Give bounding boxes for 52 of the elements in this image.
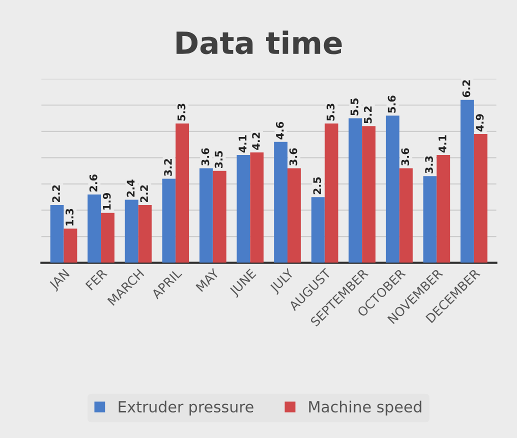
data-label: 4.6 <box>276 122 284 140</box>
bar <box>138 204 152 263</box>
data-label: 1.3 <box>66 208 74 226</box>
data-label: 4.2 <box>252 132 260 150</box>
bar <box>474 134 488 263</box>
bar <box>311 197 325 263</box>
legend-label: Machine speed <box>309 400 422 416</box>
bar <box>362 126 376 263</box>
bar <box>176 124 190 263</box>
data-label: 4.1 <box>238 135 246 152</box>
bar <box>64 228 78 263</box>
bar <box>423 176 437 263</box>
bar <box>50 204 64 263</box>
data-label: 3.6 <box>289 148 298 166</box>
data-label: 2.6 <box>89 174 98 192</box>
legend-label: Extruder pressure <box>118 400 254 416</box>
data-label: 3.5 <box>214 150 223 168</box>
chart-title: Data time <box>176 30 342 54</box>
bar <box>386 116 400 263</box>
bar <box>460 100 474 263</box>
bar <box>162 178 176 263</box>
bar <box>348 118 362 263</box>
data-label: 2.4 <box>126 180 134 197</box>
bar <box>399 168 413 263</box>
bar <box>199 168 213 263</box>
data-label: 4.1 <box>438 135 446 152</box>
data-label: 5.2 <box>364 106 372 124</box>
bar <box>236 155 250 263</box>
bar <box>274 142 288 263</box>
data-label: 6.2 <box>462 80 470 98</box>
data-label: 5.3 <box>326 104 335 121</box>
data-label: 3.3 <box>425 156 433 174</box>
bar <box>212 170 226 263</box>
data-label: 4.9 <box>476 114 484 132</box>
bar <box>124 200 138 263</box>
data-label: 5.5 <box>350 98 358 116</box>
bar <box>324 124 338 263</box>
data-label: 5.3 <box>177 104 186 121</box>
data-label: 5.6 <box>388 96 396 113</box>
bar <box>436 155 450 263</box>
data-label: 2.2 <box>140 185 148 202</box>
bar <box>250 152 264 263</box>
x-tick-label: FER <box>85 268 108 290</box>
data-label: 3.2 <box>164 159 172 176</box>
bar <box>287 168 301 263</box>
data-label: 2.5 <box>313 177 322 194</box>
data-label: 1.9 <box>102 192 111 210</box>
bar <box>88 194 102 263</box>
data-label: 3.6 <box>201 148 210 166</box>
data-label: 2.2 <box>52 185 60 202</box>
bar <box>101 212 114 263</box>
data-label: 3.6 <box>401 148 410 166</box>
